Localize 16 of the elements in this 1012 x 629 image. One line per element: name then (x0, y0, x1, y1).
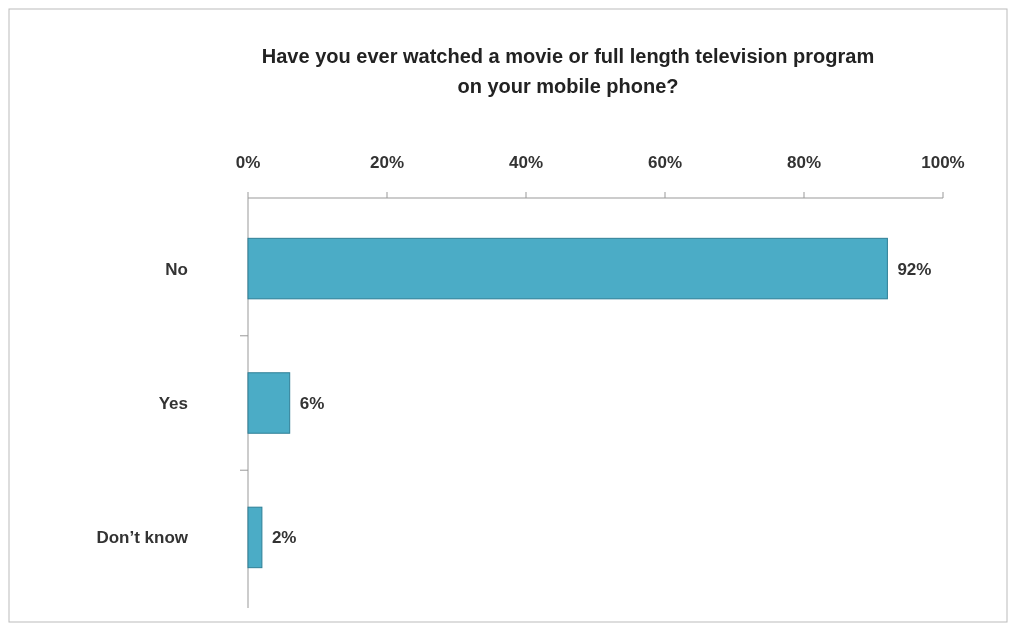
x-tick-label: 0% (235, 153, 261, 172)
data-label: 92% (897, 259, 932, 279)
chart-title: Have you ever watched a movie or full length television program on your mobile phone? (261, 45, 875, 97)
bar (247, 506, 263, 569)
x-tick-label: 80% (786, 153, 822, 172)
bar (247, 237, 888, 300)
data-label: 2% (271, 528, 297, 548)
bar (247, 372, 291, 434)
x-tick-label: 20% (369, 153, 405, 172)
data-label: 6% (299, 393, 325, 413)
y-tick-label: No (165, 259, 188, 279)
x-tick-label: 60% (647, 153, 683, 172)
y-tick-label: Yes (158, 393, 188, 413)
y-tick-label: Don’t know (96, 528, 189, 548)
x-tick-label: 40% (508, 153, 544, 172)
x-tick-label: 100% (921, 153, 965, 172)
